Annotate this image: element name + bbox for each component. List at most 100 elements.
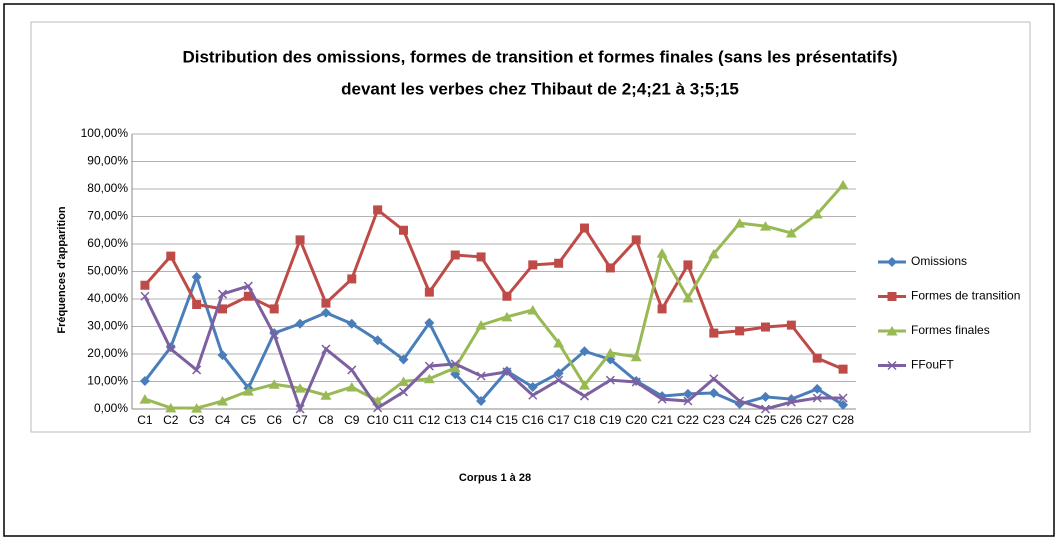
y-tick-label: 90,00% [87, 154, 128, 168]
legend-label: FFouFT [911, 358, 954, 372]
x-tick-label: C25 [754, 413, 776, 427]
marker [735, 326, 745, 336]
marker [398, 387, 409, 397]
x-tick-label: C3 [189, 413, 205, 427]
marker [295, 404, 305, 414]
legend-label: Formes finales [911, 323, 990, 337]
y-tick-label: 50,00% [87, 264, 128, 278]
marker [837, 179, 849, 190]
marker [295, 235, 305, 245]
marker [346, 318, 357, 329]
marker [321, 344, 331, 354]
marker [217, 350, 228, 361]
marker [321, 298, 331, 308]
marker [192, 365, 202, 375]
marker [580, 223, 589, 233]
y-tick-label: 40,00% [87, 291, 128, 305]
marker [218, 304, 227, 314]
x-tick-label: C26 [780, 413, 802, 427]
marker [761, 322, 770, 332]
marker [785, 228, 797, 238]
marker [528, 260, 538, 270]
marker [760, 391, 771, 402]
x-tick-label: C23 [703, 413, 725, 427]
marker [604, 347, 616, 358]
marker [683, 260, 693, 270]
marker [605, 375, 615, 385]
marker [812, 353, 822, 363]
x-tick-label: C11 [393, 413, 414, 427]
marker [502, 367, 512, 377]
marker [140, 280, 150, 290]
marker [166, 251, 176, 261]
marker [708, 388, 719, 399]
x-tick-label: C4 [215, 413, 231, 427]
x-tick-label: C27 [806, 413, 828, 427]
marker [269, 304, 279, 314]
marker [450, 250, 460, 260]
y-tick-label: 0,00% [94, 401, 128, 415]
chart-title: Distribution des omissions, formes de tr… [182, 47, 897, 66]
x-tick-label: C6 [267, 413, 283, 427]
x-tick-label: C22 [677, 413, 699, 427]
marker [631, 235, 641, 245]
marker [683, 396, 693, 406]
marker [191, 403, 203, 413]
x-tick-label: C28 [832, 413, 854, 427]
marker [424, 287, 434, 297]
marker [243, 291, 253, 301]
marker [527, 382, 538, 392]
x-axis-title: Corpus 1 à 28 [459, 472, 531, 484]
x-tick-label: C20 [625, 413, 647, 427]
marker [501, 311, 513, 322]
marker [424, 361, 434, 371]
marker [139, 375, 150, 386]
marker [657, 394, 667, 404]
marker [373, 403, 383, 413]
marker [631, 377, 641, 387]
marker [553, 368, 564, 379]
marker [760, 221, 771, 231]
marker [450, 359, 460, 369]
marker [139, 394, 151, 404]
marker [734, 218, 746, 228]
series-line [144, 183, 845, 410]
marker [475, 320, 487, 330]
marker [476, 371, 486, 381]
x-tick-label: C21 [651, 413, 673, 427]
marker [786, 320, 796, 330]
marker [192, 300, 202, 309]
x-tick-label: C17 [548, 413, 570, 427]
marker [398, 376, 409, 386]
marker [656, 248, 668, 258]
y-tick-label: 10,00% [87, 374, 128, 388]
marker [887, 360, 897, 371]
x-tick-label: C8 [318, 413, 334, 427]
marker [140, 291, 150, 301]
x-tick-label: C13 [444, 413, 466, 427]
marker [347, 365, 357, 375]
x-tick-label: C18 [573, 413, 595, 427]
x-tick-label: C10 [367, 413, 389, 427]
marker [811, 209, 823, 219]
marker [838, 393, 848, 403]
marker [886, 326, 898, 336]
marker [709, 374, 719, 384]
y-tick-label: 20,00% [87, 346, 128, 360]
marker [191, 272, 202, 282]
x-tick-label: C16 [522, 413, 544, 427]
marker [887, 292, 897, 301]
marker [399, 225, 408, 235]
marker [449, 362, 461, 373]
marker [735, 396, 745, 406]
x-tick-label: C24 [729, 413, 751, 427]
marker [709, 328, 719, 338]
marker [242, 386, 254, 396]
marker [657, 304, 667, 314]
marker [373, 205, 383, 215]
marker [786, 397, 796, 407]
marker [682, 388, 693, 399]
marker [682, 292, 694, 303]
marker [760, 404, 771, 414]
marker [527, 305, 539, 315]
